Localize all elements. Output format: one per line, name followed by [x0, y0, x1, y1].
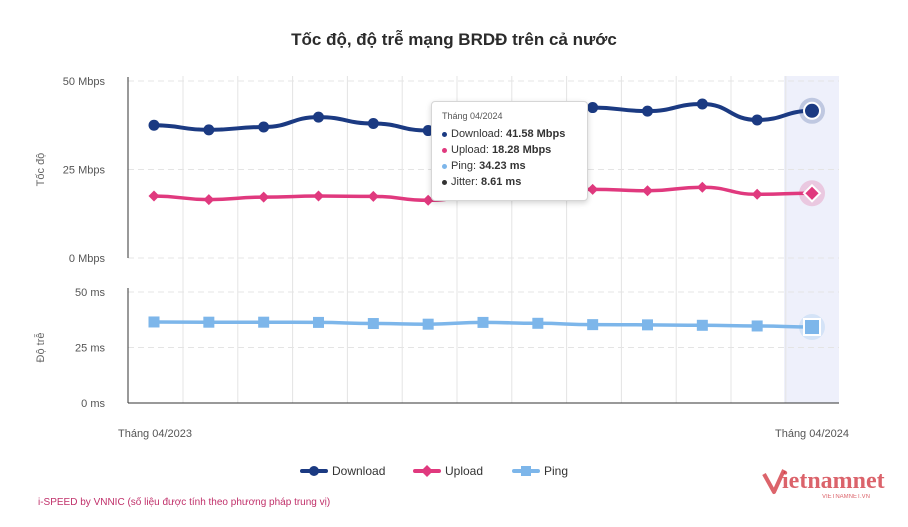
tooltip-dot [442, 163, 447, 169]
data-point [313, 190, 324, 202]
data-point [477, 316, 489, 328]
data-point [751, 114, 763, 126]
highlight-band [784, 76, 839, 403]
data-point [422, 318, 434, 330]
legend-label: Ping [544, 464, 569, 478]
data-point [313, 316, 324, 328]
tooltip-row-download: Download: 41.58 Mbps [442, 126, 577, 142]
x-tick-label: Tháng 04/2023 [118, 428, 192, 440]
tooltip-row-jitter: Jitter: 8.61 ms [442, 174, 577, 190]
y-axis-title: Độ trễ [34, 333, 47, 363]
tooltip-dot [442, 131, 447, 137]
source-note: i-SPEED by VNNIC (số liệu được tính theo… [38, 497, 331, 508]
data-point [148, 119, 160, 131]
y-tick-label: 25 Mbps [63, 165, 106, 177]
logo-subtext: VIETNAMNET.VN [822, 494, 870, 500]
tooltip-row-upload: Upload: 18.28 Mbps [442, 142, 577, 158]
tooltip-label: Upload: [451, 144, 492, 156]
tooltip-dot [442, 147, 447, 153]
data-point [203, 194, 215, 206]
tooltip-title: Tháng 04/2024 [442, 111, 503, 121]
data-point [751, 188, 763, 200]
data-point [696, 181, 708, 193]
tooltip-label: Download: [451, 128, 507, 140]
chart-title: Tốc độ, độ trễ mạng BRDĐ trên cả nước [291, 30, 617, 49]
tooltip-row-ping: Ping: 34.23 ms [442, 158, 577, 174]
vietnamnet-logo: ietnamnet VIETNAMNET.VN [762, 468, 885, 500]
tooltip-value: 41.58 Mbps [506, 128, 566, 140]
legend-label: Download [332, 464, 386, 478]
square-marker-icon [512, 466, 540, 476]
y-tick-label: 0 ms [81, 398, 105, 410]
data-point [258, 316, 270, 328]
data-point [203, 316, 215, 328]
tooltip-label: Ping: [451, 160, 480, 172]
data-point [587, 319, 599, 331]
tooltip-value: 34.23 ms [479, 160, 526, 172]
y-tick-label: 50 ms [75, 287, 105, 299]
tooltip-dot [442, 179, 447, 185]
diamond-marker-icon [413, 465, 441, 477]
data-point [696, 98, 708, 110]
data-point [642, 105, 653, 117]
data-point [148, 316, 160, 328]
logo-text: ietnamnet [782, 468, 885, 494]
y-tick-label: 0 Mbps [69, 253, 106, 265]
legend-item-ping[interactable]: Ping [512, 464, 568, 478]
panel-gap [120, 260, 136, 288]
data-point [367, 318, 379, 330]
legend-item-upload[interactable]: Upload [413, 464, 483, 478]
data-point [587, 102, 599, 114]
legend-item-download[interactable]: Download [300, 464, 385, 478]
data-point [367, 117, 379, 129]
circle-marker-icon [300, 466, 328, 476]
data-point [802, 183, 822, 203]
data-point [258, 191, 270, 203]
data-point [587, 183, 599, 195]
tooltip-value: 18.28 Mbps [491, 144, 552, 156]
data-point [642, 185, 653, 197]
chart-legend: Download Upload Ping [0, 464, 908, 484]
y-axis-title: Tốc độ [35, 153, 47, 187]
axis-layer: 50 Mbps 25 Mbps 0 Mbps Tốc độ 50 ms 25 ms 0 ms… [34, 76, 849, 440]
legend-label: Upload [445, 464, 484, 478]
data-point [696, 319, 708, 331]
tooltip-value: 8.61 ms [480, 176, 522, 188]
data-point [258, 121, 270, 133]
data-point [422, 194, 434, 206]
data-tooltip: Tháng 04/2024 Download: 41.58 Mbps Uploa… [431, 101, 588, 201]
data-point [803, 318, 821, 337]
data-point [751, 320, 763, 332]
y-tick-label: 50 Mbps [63, 76, 106, 88]
data-point [367, 190, 379, 202]
data-point [148, 190, 160, 202]
data-point [313, 111, 324, 123]
data-point [642, 319, 653, 331]
data-point [203, 124, 215, 136]
data-point [532, 317, 544, 329]
data-point [803, 101, 821, 120]
x-tick-label: Tháng 04/2024 [775, 428, 849, 440]
tooltip-label: Jitter: [451, 176, 481, 188]
y-tick-label: 25 ms [75, 343, 105, 355]
data-point [422, 125, 434, 137]
